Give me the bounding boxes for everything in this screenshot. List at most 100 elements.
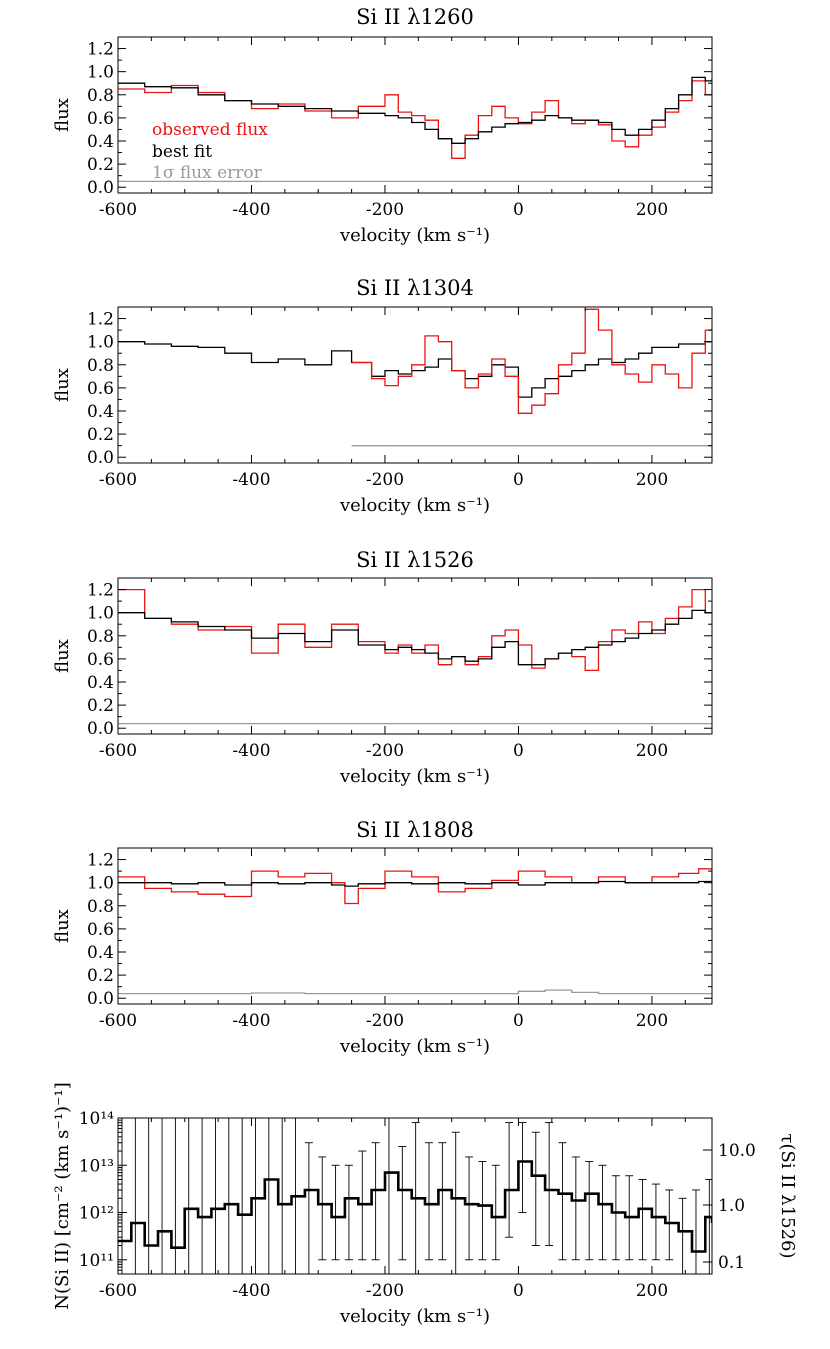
plot-frame <box>117 306 713 464</box>
series-observed-flux <box>118 588 712 672</box>
y-tick-label: 0.2 <box>87 696 114 716</box>
y-tick-label: 1.0 <box>87 63 114 83</box>
y-tick-label: 0.0 <box>87 178 114 198</box>
series-n-si-ii <box>118 1160 712 1253</box>
y-tick-label: 0.4 <box>87 673 114 693</box>
y-tick-label: 0.4 <box>87 402 114 422</box>
x-tick-label: -400 <box>232 741 270 761</box>
x-tick-label: -600 <box>99 1011 137 1031</box>
x-tick-label: 200 <box>636 1011 668 1031</box>
x-tick-label: 0 <box>513 470 524 490</box>
x-tick-label: -600 <box>99 200 137 220</box>
y-tick-label: 1.2 <box>87 851 114 871</box>
y-axis-label: flux <box>52 368 73 402</box>
series-observed-flux <box>118 868 712 905</box>
plot-frame <box>117 36 713 194</box>
x-axis-label: velocity (km s⁻¹) <box>339 225 490 246</box>
y-tick-label: 1.0 <box>87 333 114 353</box>
y-tick-label: 10¹¹ <box>79 1251 114 1271</box>
y-tick-label: 0.2 <box>87 425 114 445</box>
x-tick-label: -600 <box>99 741 137 761</box>
panel-si-ii-1808: Si II λ1808 -600 -400 -200 0 200 velocity (km… <box>52 818 713 1057</box>
x-axis-label: velocity (km s⁻¹) <box>339 1306 490 1327</box>
x-tick-label: -200 <box>366 470 404 490</box>
series-best-fit <box>118 341 712 398</box>
x-tick-label: 0 <box>513 1281 524 1301</box>
series-best-fit <box>118 880 712 887</box>
y2-tick-label: 0.1 <box>718 1253 745 1273</box>
panel-column-density: -600 -400 -200 0 200 velocity (km s⁻¹) 10¹¹ 10¹… <box>52 1082 798 1327</box>
x-tick-label: -400 <box>232 1011 270 1031</box>
y-tick-label: 0.2 <box>87 155 114 175</box>
y-tick-label: 0.8 <box>87 897 114 917</box>
y-tick-label: 0.0 <box>87 719 114 739</box>
y-axis-label: flux <box>52 909 73 943</box>
y-tick-label: 0.6 <box>87 920 114 940</box>
panel-title: Si II λ1808 <box>356 818 474 842</box>
y-tick-label: 10¹² <box>79 1204 114 1224</box>
x-tick-label: -200 <box>366 1281 404 1301</box>
y-tick-label: 0.8 <box>87 86 114 106</box>
x-axis-label: velocity (km s⁻¹) <box>339 766 490 787</box>
y-tick-label: 0.2 <box>87 966 114 986</box>
plot-frame <box>117 577 713 735</box>
x-tick-label: -600 <box>99 470 137 490</box>
y-axis-label: flux <box>52 98 73 132</box>
y-tick-label: 0.8 <box>87 356 114 376</box>
series-group <box>118 1118 712 1274</box>
y-axis-label: N(Si II) [cm⁻² (km s⁻¹)⁻¹] <box>52 1082 73 1310</box>
legend-flux-error: 1σ flux error <box>152 163 263 183</box>
series-group <box>118 308 712 447</box>
y-tick-label: 1.2 <box>87 310 114 330</box>
y-tick-label: 1.0 <box>87 604 114 624</box>
series-group <box>118 76 712 183</box>
x-tick-label: -200 <box>366 200 404 220</box>
x-tick-label: -400 <box>232 200 270 220</box>
series-group <box>118 588 712 725</box>
y-tick-label: 0.4 <box>87 132 114 152</box>
x-tick-label: -400 <box>232 1281 270 1301</box>
series-best-fit <box>118 76 712 144</box>
x-tick-label: 200 <box>636 470 668 490</box>
x-tick-label: 200 <box>636 1281 668 1301</box>
panel-title: Si II λ1526 <box>356 548 474 572</box>
x-tick-label: -600 <box>99 1281 137 1301</box>
panel-si-ii-1260: Si II λ1260 observed flux best fit 1σ fl… <box>52 5 713 246</box>
panel-si-ii-1526: Si II λ1526 -600 -400 -200 0 200 velocity (km… <box>52 548 713 787</box>
y-tick-label: 10¹⁴ <box>79 1109 114 1129</box>
x-tick-label: 200 <box>636 741 668 761</box>
y-tick-label: 0.4 <box>87 943 114 963</box>
series-group <box>118 868 712 995</box>
panel-title: Si II λ1260 <box>356 5 474 29</box>
y-tick-label: 1.0 <box>87 874 114 894</box>
x-tick-label: -200 <box>366 741 404 761</box>
y-tick-label: 1.2 <box>87 581 114 601</box>
x-axis-label: velocity (km s⁻¹) <box>339 1036 490 1057</box>
x-tick-label: 0 <box>513 741 524 761</box>
y-tick-label: 10¹³ <box>79 1156 114 1176</box>
y-tick-label: 0.0 <box>87 448 114 468</box>
y2-axis-label: τ(Si II λ1526) <box>777 1134 798 1259</box>
y-tick-label: 0.6 <box>87 650 114 670</box>
y-tick-label: 0.6 <box>87 379 114 399</box>
y-tick-label: 0.0 <box>87 989 114 1009</box>
legend-best-fit: best fit <box>152 142 212 162</box>
series-observed-flux <box>351 308 712 414</box>
x-axis-label: velocity (km s⁻¹) <box>339 495 490 516</box>
y2-tick-label: 1.0 <box>718 1196 745 1216</box>
panel-si-ii-1304: Si II λ1304 -600 -400 -200 0 200 velocity (km… <box>52 276 713 516</box>
x-tick-label: -200 <box>366 1011 404 1031</box>
legend-observed-flux: observed flux <box>152 120 268 140</box>
x-tick-label: 0 <box>513 1011 524 1031</box>
y-tick-label: 0.8 <box>87 627 114 647</box>
x-tick-label: -400 <box>232 470 270 490</box>
plot-frame <box>117 1117 713 1275</box>
y2-tick-label: 10.0 <box>718 1141 756 1161</box>
x-tick-label: 200 <box>636 200 668 220</box>
x-tick-label: 0 <box>513 200 524 220</box>
y-tick-label: 0.6 <box>87 109 114 129</box>
y-tick-label: 1.2 <box>87 40 114 60</box>
series-1-flux-error <box>118 989 712 995</box>
series-best-fit <box>118 609 712 666</box>
